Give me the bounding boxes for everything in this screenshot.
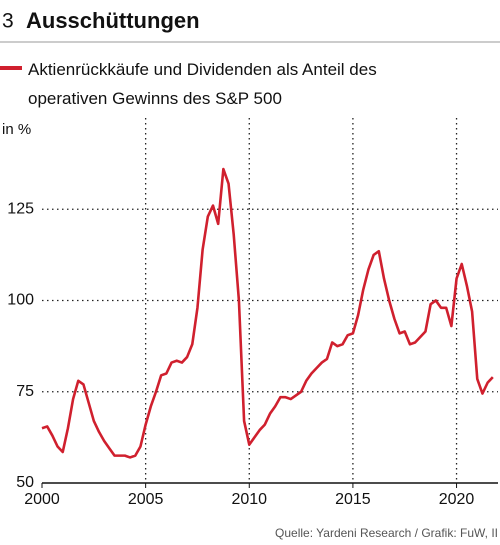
x-tick-label: 2000 — [24, 491, 60, 508]
y-tick-label: 125 — [7, 200, 34, 217]
chart-number: 3 — [2, 10, 14, 33]
y-axis-label: in % — [2, 121, 31, 138]
data-line — [41, 167, 494, 459]
x-tick-label: 2020 — [439, 491, 475, 508]
y-tick-label: 75 — [16, 383, 34, 400]
y-tick-label: 50 — [16, 474, 34, 491]
y-tick-label: 100 — [7, 292, 34, 309]
legend: Aktienrückkäufe und Dividenden als Antei… — [28, 60, 377, 108]
source: Quelle: Yardeni Research / Grafik: FuW, … — [275, 526, 498, 540]
x-tick-label: 2010 — [231, 491, 267, 508]
legend-label: Aktienrückkäufe und Dividenden als Antei… — [28, 60, 377, 108]
x-tick-label: 2015 — [335, 491, 371, 508]
x-tick-label: 2005 — [128, 491, 164, 508]
chart-title: Ausschüttungen — [26, 8, 200, 33]
